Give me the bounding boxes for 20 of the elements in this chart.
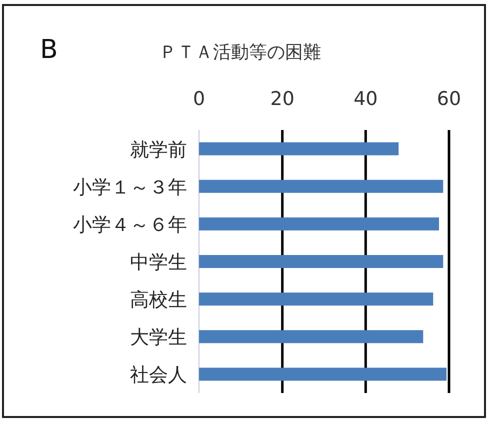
x-tick-label: 20 [270,88,294,110]
bar [199,142,399,156]
y-tick-label: 就学前 [130,138,187,161]
y-tick-label: 小学４～６年 [73,214,187,236]
bar [199,368,446,381]
x-tick-label: 60 [436,88,462,110]
y-tick-label: 小学１～３年 [73,176,187,198]
bar [199,292,434,306]
bar [199,217,439,230]
text: B [40,35,58,65]
bar [199,180,444,193]
y-tick-label: 大学生 [130,326,187,349]
y-tick-label: 高校生 [130,289,187,312]
y-tick-label: 中学生 [130,252,187,274]
x-tick-label: 40 [354,88,378,110]
y-tick-label: 社会人 [130,364,187,386]
x-tick-label: 0 [192,88,206,110]
bar [199,330,424,344]
bar [199,255,444,268]
chart-title: ＰＴＡ活動等の困難 [159,42,321,63]
